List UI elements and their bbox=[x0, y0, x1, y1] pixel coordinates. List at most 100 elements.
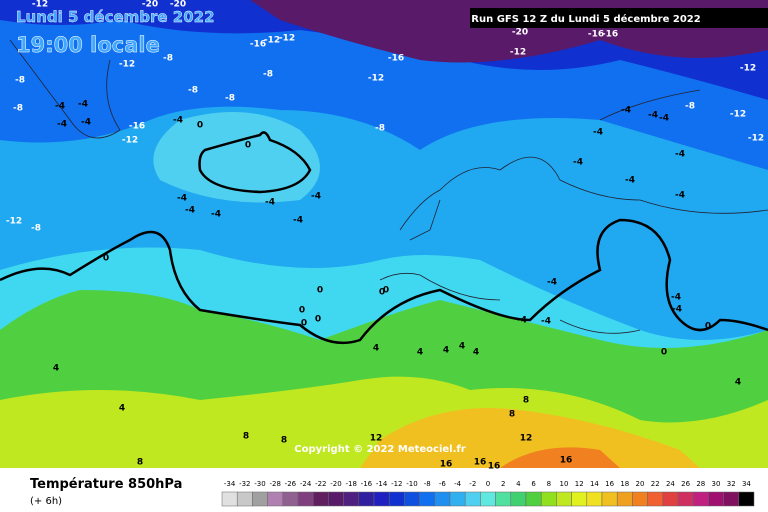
contour-label: 4 bbox=[443, 346, 449, 356]
contour-label: 12 bbox=[370, 434, 383, 444]
run-info: Run GFS 12 Z du Lundi 5 décembre 2022 bbox=[471, 13, 700, 25]
contour-label: 16 bbox=[488, 462, 501, 472]
contour-label: -8 bbox=[15, 76, 25, 86]
legend-swatch bbox=[373, 491, 390, 507]
legend-tick-label: -28 bbox=[269, 480, 280, 488]
contour-label: -8 bbox=[188, 86, 198, 96]
contour-label: -4 bbox=[185, 206, 195, 216]
legend-swatch bbox=[647, 491, 664, 507]
legend-tick-label: 4 bbox=[516, 480, 521, 488]
contour-label: -4 bbox=[173, 116, 183, 126]
contour-label: 16 bbox=[474, 458, 487, 468]
contour-label: 0 bbox=[383, 286, 389, 296]
contour-label: -4 bbox=[81, 118, 91, 128]
contour-label: -4 bbox=[311, 192, 321, 202]
legend-tick-label: 20 bbox=[636, 480, 645, 488]
contour-label: -12 bbox=[279, 34, 295, 44]
legend-tick-label: 28 bbox=[696, 480, 705, 488]
legend-tick-label: -32 bbox=[239, 480, 250, 488]
legend-tick-label: 30 bbox=[712, 480, 721, 488]
legend-tick-label: -2 bbox=[469, 480, 476, 488]
legend-swatch bbox=[616, 491, 633, 507]
contour-label: -4 bbox=[671, 293, 681, 303]
legend-tick-label: -10 bbox=[406, 480, 417, 488]
time: 19:00 locale bbox=[16, 33, 160, 57]
legend-tick-label: -34 bbox=[224, 480, 236, 488]
contour-label: -4 bbox=[547, 278, 557, 288]
legend-tick-label: 34 bbox=[742, 480, 751, 488]
legend-swatch bbox=[556, 491, 572, 507]
contour-label: 0 bbox=[245, 141, 251, 151]
legend-subtitle: (+ 6h) bbox=[30, 496, 62, 507]
legend-swatch bbox=[419, 491, 436, 507]
contour-label: 0 bbox=[705, 322, 711, 332]
legend-swatch bbox=[388, 491, 405, 507]
legend-swatch bbox=[540, 491, 557, 507]
legend-swatch bbox=[723, 491, 740, 507]
legend-swatch bbox=[267, 491, 284, 507]
contour-label: -12 bbox=[730, 110, 746, 120]
contour-label: -8 bbox=[375, 124, 385, 134]
contour-label: 12 bbox=[520, 434, 533, 444]
legend-tick-label: 10 bbox=[560, 480, 569, 488]
legend-swatch bbox=[252, 491, 268, 507]
contour-label: -16 bbox=[588, 30, 604, 40]
zone-hot bbox=[360, 408, 700, 468]
contour-label: 4 bbox=[735, 378, 741, 388]
contour-label: -4 bbox=[211, 210, 221, 220]
contour-label: -4 bbox=[675, 150, 685, 160]
coastline bbox=[9, 39, 768, 334]
contour-label: 4 bbox=[373, 344, 379, 354]
legend-swatch bbox=[282, 491, 299, 507]
legend-tick-label: -4 bbox=[454, 480, 462, 488]
legend-tick-label: -30 bbox=[254, 480, 265, 488]
date: Lundi 5 décembre 2022 bbox=[16, 8, 215, 26]
contour-label: 0 bbox=[299, 306, 305, 316]
contour-label: -12 bbox=[32, 0, 48, 10]
contour-label: -8 bbox=[263, 70, 273, 80]
contour-label: -16 bbox=[602, 30, 618, 40]
contour-label: -4 bbox=[621, 106, 631, 116]
legend-swatch bbox=[586, 491, 603, 507]
legend-swatch bbox=[677, 491, 694, 507]
legend-swatch bbox=[434, 491, 451, 507]
legend-swatch bbox=[708, 491, 724, 507]
contour-label: -12 bbox=[264, 36, 280, 46]
contour-label: -4 bbox=[78, 100, 88, 110]
legend-tick-label: -12 bbox=[391, 480, 402, 488]
legend-tick-label: 0 bbox=[486, 480, 490, 488]
contour-label: -12 bbox=[510, 48, 526, 58]
contour-label: -12 bbox=[119, 60, 135, 70]
contour-label: -12 bbox=[740, 64, 756, 74]
legend-swatch bbox=[601, 491, 618, 507]
legend-tick-label: -14 bbox=[376, 480, 388, 488]
contour-label: -4 bbox=[573, 158, 583, 168]
contour-label: -4 bbox=[625, 176, 635, 186]
legend-swatch bbox=[692, 491, 709, 507]
legend-swatch bbox=[525, 491, 542, 507]
contour-label: -4 bbox=[57, 120, 67, 130]
contour-label: -4 bbox=[648, 111, 658, 121]
contour-label: -4 bbox=[675, 191, 685, 201]
legend-swatch bbox=[464, 491, 481, 507]
legend-swatch bbox=[343, 491, 360, 507]
contour-label: -4 bbox=[265, 198, 275, 208]
contour-label: -20 bbox=[512, 28, 528, 38]
contour-label: -4 bbox=[517, 316, 527, 326]
contour-label: -4 bbox=[541, 317, 551, 327]
contour-label: 4 bbox=[473, 348, 479, 358]
legend-swatch bbox=[312, 491, 329, 507]
legend-swatch bbox=[358, 491, 375, 507]
contour-label: -12 bbox=[6, 217, 22, 227]
legend-swatch bbox=[236, 491, 253, 507]
contour-label: 8 bbox=[243, 432, 249, 442]
contour-label: -16 bbox=[129, 122, 145, 132]
legend-tick-label: -16 bbox=[361, 480, 373, 488]
legend-swatch bbox=[221, 491, 238, 507]
legend-swatch bbox=[510, 491, 527, 507]
contour-label: 4 bbox=[417, 348, 423, 358]
legend-tick-label: -20 bbox=[330, 480, 341, 488]
contour-label: -4 bbox=[659, 114, 669, 124]
